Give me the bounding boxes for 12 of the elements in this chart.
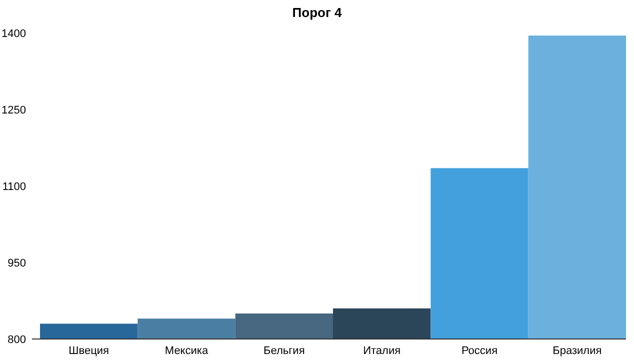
y-tick-label: 1100 bbox=[2, 180, 26, 193]
y-tick-label: 950 bbox=[8, 257, 26, 270]
y-tick-label: 1250 bbox=[2, 104, 26, 116]
x-tick-label: Бразилия bbox=[552, 345, 602, 357]
y-tick-label: 1400 bbox=[2, 28, 26, 40]
x-tick-label: Мексика bbox=[164, 345, 209, 357]
y-tick-label: 800 bbox=[8, 334, 26, 346]
chart-title: Порог 4 bbox=[292, 5, 342, 20]
x-tick-label: Бельгия bbox=[264, 345, 305, 357]
x-tick-label: Россия bbox=[461, 345, 498, 357]
x-tick-label: Швеция bbox=[68, 345, 110, 357]
x-tick-label: Италия bbox=[363, 345, 401, 357]
